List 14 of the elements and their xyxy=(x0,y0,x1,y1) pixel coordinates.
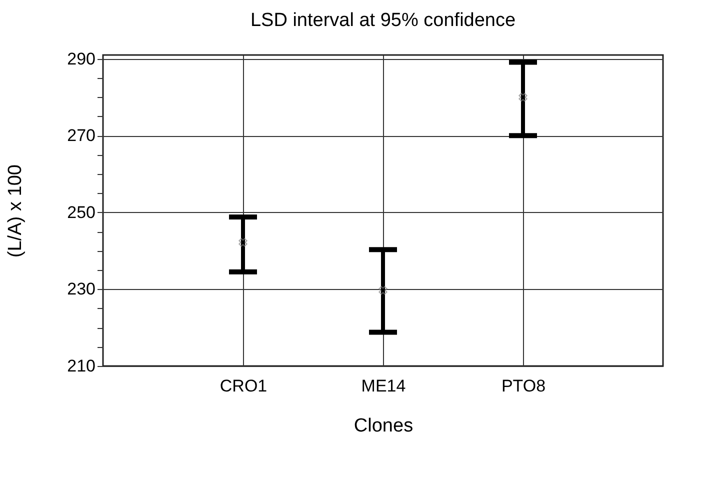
y-tick-label: 210 xyxy=(67,356,96,376)
y-tick-label: 230 xyxy=(67,280,96,299)
y-tick-label: 270 xyxy=(67,126,96,146)
y-tick-label: 290 xyxy=(67,49,96,68)
point xyxy=(238,238,248,247)
point xyxy=(378,286,388,295)
x-tick-label: ME14 xyxy=(361,376,406,396)
point xyxy=(518,92,528,102)
x-tick-label: CRO1 xyxy=(220,376,268,396)
chart-title: LSD interval at 95% confidence xyxy=(250,10,516,31)
x-tick-label: PTO8 xyxy=(501,376,546,396)
y-tick-label: 250 xyxy=(67,202,96,222)
y-axis-title: (L/A) x 100 xyxy=(5,164,26,258)
x-axis-title: Clones xyxy=(354,416,414,436)
